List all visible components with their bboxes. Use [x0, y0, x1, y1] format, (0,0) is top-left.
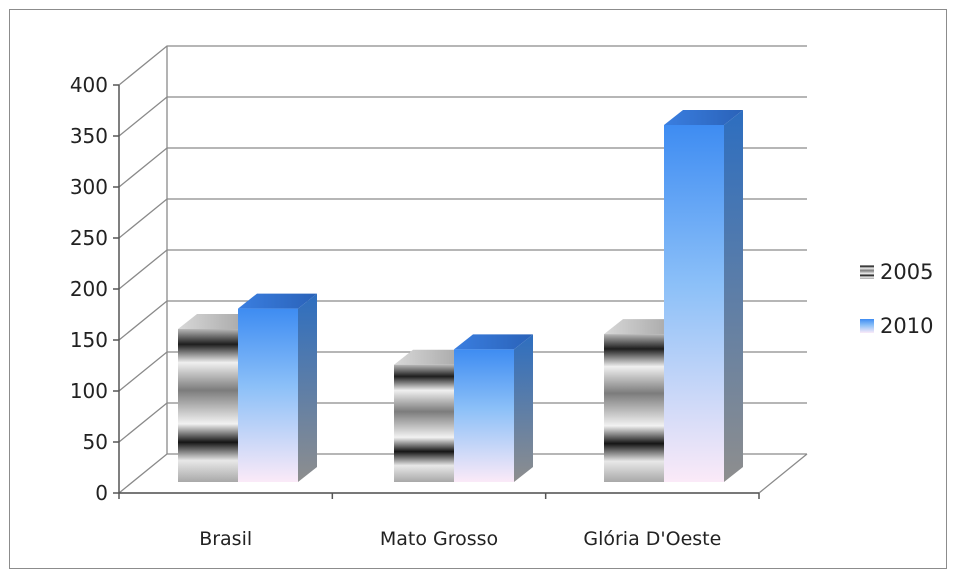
legend-label: 2010: [880, 314, 933, 338]
y-tick-label: 150: [70, 328, 108, 352]
gridline: [118, 45, 807, 86]
y-tick-label: 350: [70, 124, 108, 148]
labels: 0 50 100 150 200 250 300 350 400 Brasil Mato Gross…: [70, 73, 721, 550]
y-tick-label: 250: [70, 226, 108, 250]
category-label: Mato Grosso: [380, 528, 498, 550]
bar-2010-2: [664, 110, 743, 482]
category-label: Brasil: [199, 528, 252, 550]
y-tick-label: 200: [70, 277, 108, 301]
legend-item-2010: 2010: [860, 314, 933, 338]
bar-2010-0: [238, 293, 317, 482]
y-tick-label: 100: [70, 379, 108, 403]
y-tick-label: 50: [83, 430, 108, 454]
axes: [113, 84, 760, 499]
y-tick-label: 300: [70, 175, 108, 199]
y-tick-label: 400: [70, 73, 108, 97]
gridlines: [118, 45, 808, 494]
y-tick-label: 0: [95, 481, 108, 505]
bar-2010-1: [454, 334, 533, 482]
legend: 2005 2010: [860, 260, 933, 338]
bars: [178, 110, 743, 482]
legend-label: 2005: [880, 260, 933, 284]
legend-item-2005: 2005: [860, 260, 933, 284]
category-label: Glória D'Oeste: [583, 528, 721, 550]
